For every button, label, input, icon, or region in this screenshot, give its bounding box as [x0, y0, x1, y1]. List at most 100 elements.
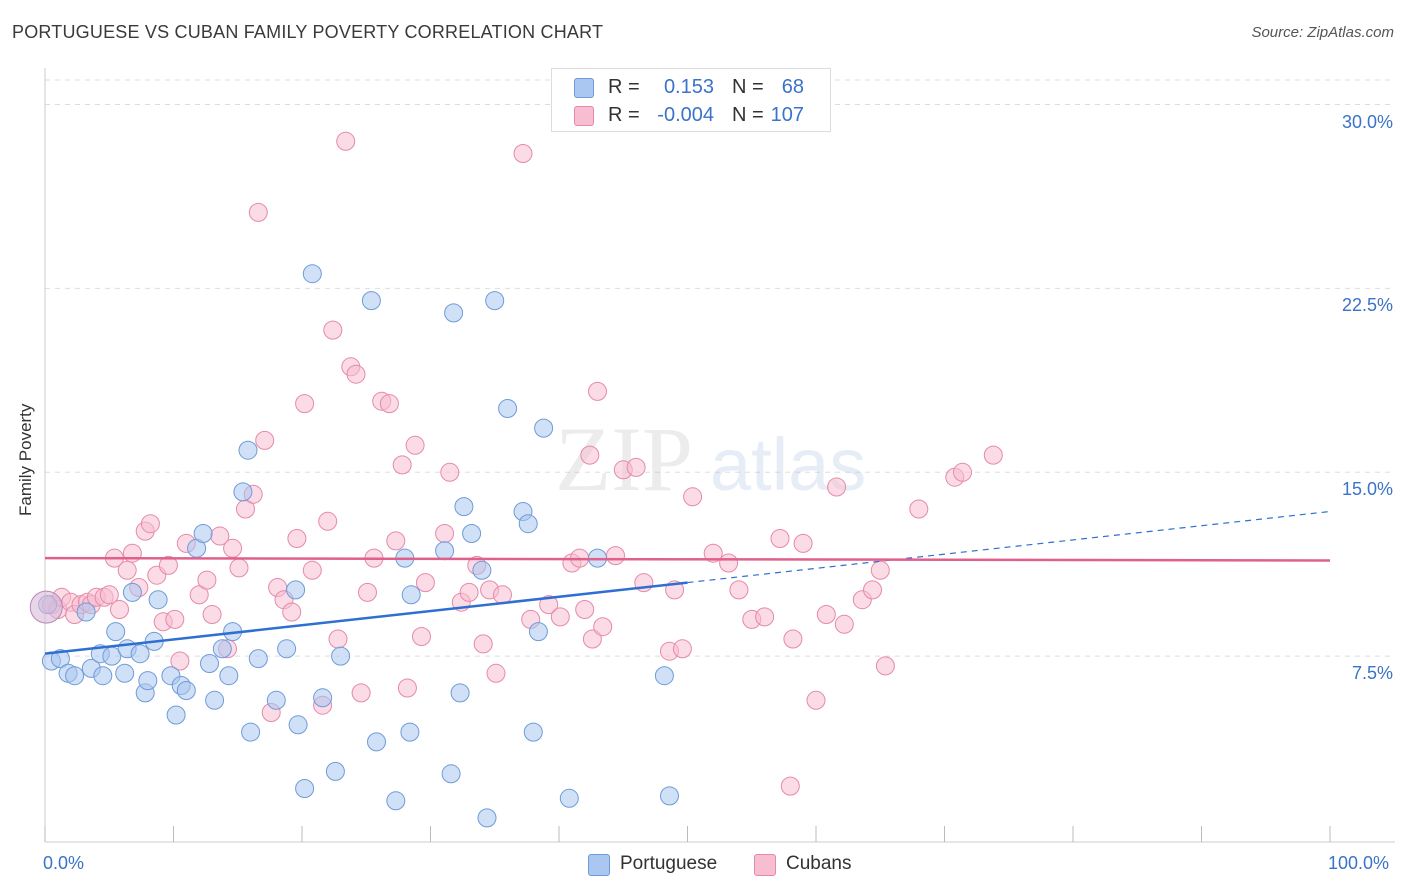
- r-value: 0.153: [663, 76, 714, 98]
- point-cubans: [486, 663, 506, 683]
- point-portuguese: [277, 639, 297, 659]
- point-cubans: [255, 430, 275, 450]
- point-portuguese: [325, 761, 345, 781]
- point-cubans: [323, 320, 343, 340]
- point-cubans: [793, 533, 813, 553]
- legend-row-portuguese: R = 0.153 N = 68: [552, 73, 830, 101]
- point-cubans: [99, 585, 119, 605]
- point-cubans: [415, 573, 435, 593]
- point-cubans: [827, 477, 847, 497]
- y-tick-label: 15.0%: [1341, 479, 1393, 500]
- legend-swatch-portuguese: [588, 854, 610, 876]
- series-portuguese: [38, 264, 679, 828]
- legend-row-cubans: R = -0.004 N = 107: [552, 101, 830, 129]
- point-cubans: [909, 499, 929, 519]
- point-portuguese: [523, 722, 543, 742]
- point-cubans: [816, 605, 836, 624]
- point-cubans: [287, 529, 307, 548]
- point-portuguese: [266, 690, 286, 710]
- point-cubans: [593, 617, 613, 637]
- point-portuguese: [50, 649, 70, 669]
- point-cubans: [719, 553, 739, 573]
- point-cubans: [189, 585, 209, 605]
- trend-line-portuguese-extension: [687, 510, 1331, 584]
- point-cubans: [550, 607, 570, 627]
- point-portuguese: [534, 418, 554, 438]
- point-cubans: [513, 144, 533, 163]
- point-cubans: [459, 582, 479, 602]
- point-cubans: [386, 531, 406, 551]
- point-portuguese: [518, 514, 538, 534]
- point-cubans: [197, 570, 217, 590]
- point-portuguese: [200, 654, 219, 673]
- point-cubans: [223, 538, 243, 558]
- point-cubans: [683, 487, 703, 507]
- point-cubans: [397, 678, 417, 698]
- point-cubans: [282, 602, 302, 622]
- point-portuguese: [462, 524, 482, 543]
- point-cubans: [780, 776, 800, 796]
- series-legend: Portuguese Cubans: [0, 851, 1406, 879]
- point-cubans: [582, 629, 602, 649]
- point-cubans: [110, 600, 129, 619]
- point-cubans: [606, 546, 625, 566]
- n-value: 107: [770, 104, 804, 126]
- point-cubans: [412, 627, 431, 646]
- point-cubans: [626, 457, 646, 477]
- axes: [44, 68, 1395, 843]
- point-cubans: [165, 609, 185, 629]
- point-cubans: [328, 629, 348, 649]
- point-portuguese: [248, 649, 268, 669]
- point-cubans: [435, 524, 455, 543]
- y-tick-label: 30.0%: [1341, 111, 1393, 132]
- point-portuguese: [288, 715, 308, 735]
- point-portuguese: [176, 681, 196, 700]
- point-cubans: [473, 634, 493, 654]
- point-cubans: [140, 514, 160, 534]
- r-label: R =: [608, 76, 640, 98]
- point-portuguese: [219, 666, 239, 686]
- point-cubans: [158, 555, 178, 575]
- point-cubans: [863, 580, 882, 600]
- legend-swatch-cubans: [754, 854, 776, 876]
- point-cubans: [229, 558, 249, 578]
- x-tick-label-min: 0.0%: [43, 853, 85, 873]
- point-cubans: [302, 560, 322, 580]
- point-cubans: [770, 529, 790, 548]
- point-portuguese: [241, 722, 261, 742]
- legend-swatch-portuguese: [574, 78, 594, 98]
- stats-legend: R = 0.153 N = 68 R = -0.004 N = 107: [551, 68, 831, 132]
- point-portuguese: [166, 705, 186, 725]
- point-cubans: [336, 131, 356, 151]
- point-cubans: [539, 595, 559, 615]
- point-cubans: [358, 582, 377, 602]
- point-cubans: [440, 462, 460, 482]
- point-portuguese: [444, 303, 464, 323]
- point-cubans: [755, 607, 775, 627]
- r-value: -0.004: [657, 104, 714, 126]
- r-label: R =: [608, 104, 640, 126]
- point-cubans: [122, 543, 142, 563]
- point-portuguese: [401, 585, 421, 605]
- y-tick-label: 7.5%: [1351, 663, 1393, 684]
- point-portuguese: [93, 666, 113, 686]
- source-label: Source: ZipAtlas.com: [1251, 24, 1394, 41]
- point-portuguese: [485, 291, 505, 311]
- point-cubans: [351, 683, 371, 703]
- point-portuguese: [450, 683, 470, 703]
- watermark: ZIP atlas: [555, 408, 866, 510]
- legend-swatch-cubans: [574, 106, 594, 126]
- point-portuguese: [295, 779, 315, 798]
- point-portuguese: [386, 791, 406, 811]
- watermark-zip: ZIP: [555, 408, 693, 510]
- point-portuguese: [400, 722, 420, 742]
- point-portuguese: [65, 666, 85, 686]
- point-overlap-cluster: [29, 590, 63, 624]
- x-tick-label-max: 100.0%: [1328, 853, 1390, 873]
- point-cubans: [870, 560, 890, 580]
- n-value: 68: [781, 76, 804, 98]
- point-portuguese: [193, 524, 213, 543]
- point-cubans: [248, 202, 268, 222]
- point-cubans: [295, 394, 315, 414]
- point-cubans: [729, 580, 749, 600]
